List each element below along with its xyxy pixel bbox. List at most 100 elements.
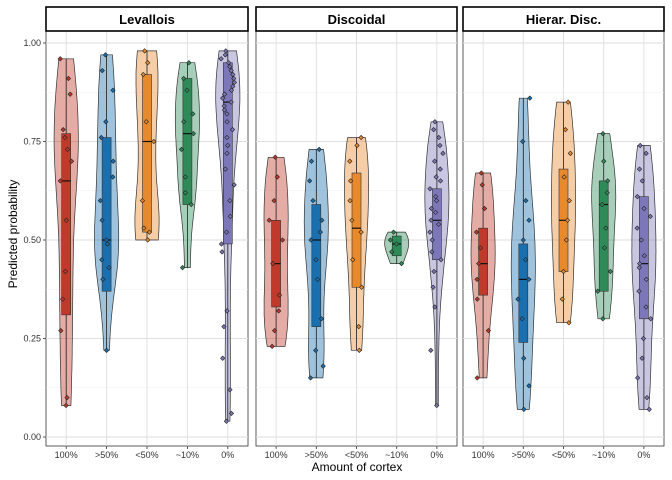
data-point [347,158,353,164]
data-point [519,316,525,322]
data-point [222,166,228,172]
data-point [308,237,314,243]
data-point [478,170,485,176]
data-point [566,197,572,204]
data-point [218,56,224,62]
data-point [103,347,110,353]
data-point [64,394,70,401]
data-point [178,146,185,153]
data-point [266,217,272,223]
data-point [600,316,606,322]
data-point [228,87,235,93]
data-point [57,56,63,62]
data-point [225,142,231,149]
panels-layer: Levallois 100% >50% <50% ~10% 0% Discoidal 100%… [23,6,665,460]
data-point [224,134,230,141]
data-point [230,83,236,89]
data-point [429,249,435,255]
data-point [348,178,354,184]
data-point [220,95,226,101]
data-point [270,261,276,267]
data-point [145,60,151,66]
data-point [271,197,277,204]
data-point [320,363,326,369]
x-tick-label: 100% [55,450,78,460]
x-tick-label: 0% [221,450,234,460]
data-point [473,229,480,235]
box [61,133,72,316]
data-point [643,304,649,310]
data-point [231,79,237,86]
data-point [639,178,645,184]
data-point [431,127,437,133]
data-point [437,142,443,149]
data-point [643,150,649,156]
data-point [67,91,73,97]
data-point [605,178,611,184]
x-tick-label: 100% [265,450,288,460]
data-point [103,119,109,125]
data-point [637,142,643,149]
data-point [600,130,606,137]
data-point [634,225,640,231]
facet-strip-label: Hierar. Disc. [526,12,601,27]
data-point [97,197,103,204]
x-tick-label: 0% [430,450,443,460]
group-0% [424,119,450,409]
y-tick-label: 0.00 [23,432,41,442]
data-point [527,95,533,101]
data-point [428,347,434,353]
data-point [188,201,194,208]
data-point [307,375,314,381]
data-point [427,186,433,192]
data-point [110,174,116,180]
x-tick-label: 100% [472,450,495,460]
box [182,78,193,205]
group-100% [470,170,496,381]
data-point [647,213,653,219]
data-point [228,99,234,105]
data-point [64,146,71,153]
data-point [358,229,364,235]
data-point [186,60,192,66]
group-<50% [344,134,369,353]
y-tick-label: 0.75 [23,137,41,147]
data-point [140,71,146,78]
data-point [520,138,526,145]
data-point [476,261,482,267]
data-point [638,237,644,243]
data-point [218,241,225,247]
data-point [231,182,237,188]
data-point [228,67,234,74]
data-point [219,249,225,255]
data-point [227,387,233,393]
data-point [181,75,187,82]
data-point [479,182,485,188]
data-point [190,111,196,117]
data-point [389,249,395,255]
data-point [433,174,439,180]
data-point [636,264,642,271]
data-point [190,130,196,137]
data-point [141,225,147,231]
data-point [227,64,233,70]
data-point [349,217,355,223]
group-0% [631,142,657,413]
data-point [181,119,187,125]
data-point [436,221,442,227]
x-tick-label: >50% [95,450,118,460]
data-point [431,268,437,275]
data-point [99,217,105,223]
data-point [520,237,526,243]
data-point [559,296,565,302]
data-point [231,75,237,82]
data-point [634,375,641,381]
data-point [648,316,654,322]
data-point [143,119,149,125]
data-point [106,264,112,271]
data-point [429,237,435,243]
data-point [276,292,283,298]
x-tick-label: <50% [345,450,368,460]
box [311,204,322,327]
